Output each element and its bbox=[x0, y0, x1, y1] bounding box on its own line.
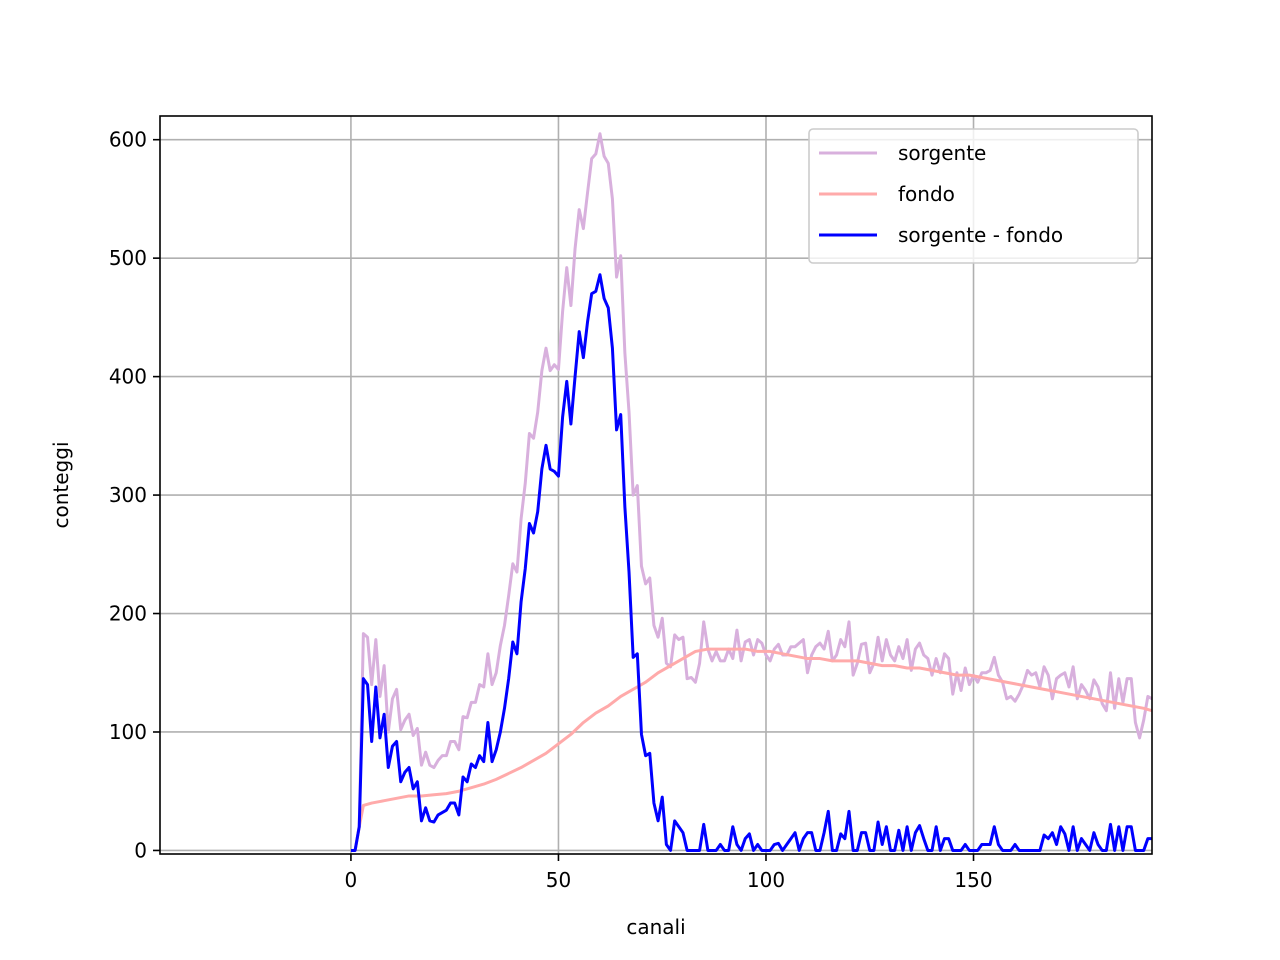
series-line-2 bbox=[350, 273, 1152, 852]
y-tick-label: 100 bbox=[109, 720, 147, 744]
y-tick-label: 600 bbox=[109, 128, 147, 152]
series-line-0 bbox=[350, 132, 1153, 852]
y-tick-label: 200 bbox=[109, 602, 147, 626]
legend-box bbox=[808, 128, 1139, 264]
series-group bbox=[350, 132, 1153, 852]
y-tick-label: 300 bbox=[109, 483, 147, 507]
legend-label: sorgente - fondo bbox=[898, 223, 1063, 247]
legend-label: sorgente bbox=[898, 141, 986, 165]
ticks: 0 50 100 150 0 100 200 300 400 500 600 bbox=[109, 128, 993, 892]
x-tick-label: 150 bbox=[954, 868, 992, 892]
legend: sorgente fondo sorgente - fondo bbox=[808, 128, 1139, 264]
plot-frame bbox=[159, 115, 1153, 855]
x-tick-label: 0 bbox=[345, 868, 358, 892]
x-tick-label: 100 bbox=[747, 868, 785, 892]
y-tick-label: 500 bbox=[109, 246, 147, 270]
y-axis-label: conteggi bbox=[49, 441, 73, 528]
y-tick-label: 400 bbox=[109, 365, 147, 389]
x-axis-label: canali bbox=[626, 915, 685, 939]
x-tick-label: 50 bbox=[546, 868, 571, 892]
legend-label: fondo bbox=[898, 182, 955, 206]
y-tick-label: 0 bbox=[134, 838, 147, 862]
